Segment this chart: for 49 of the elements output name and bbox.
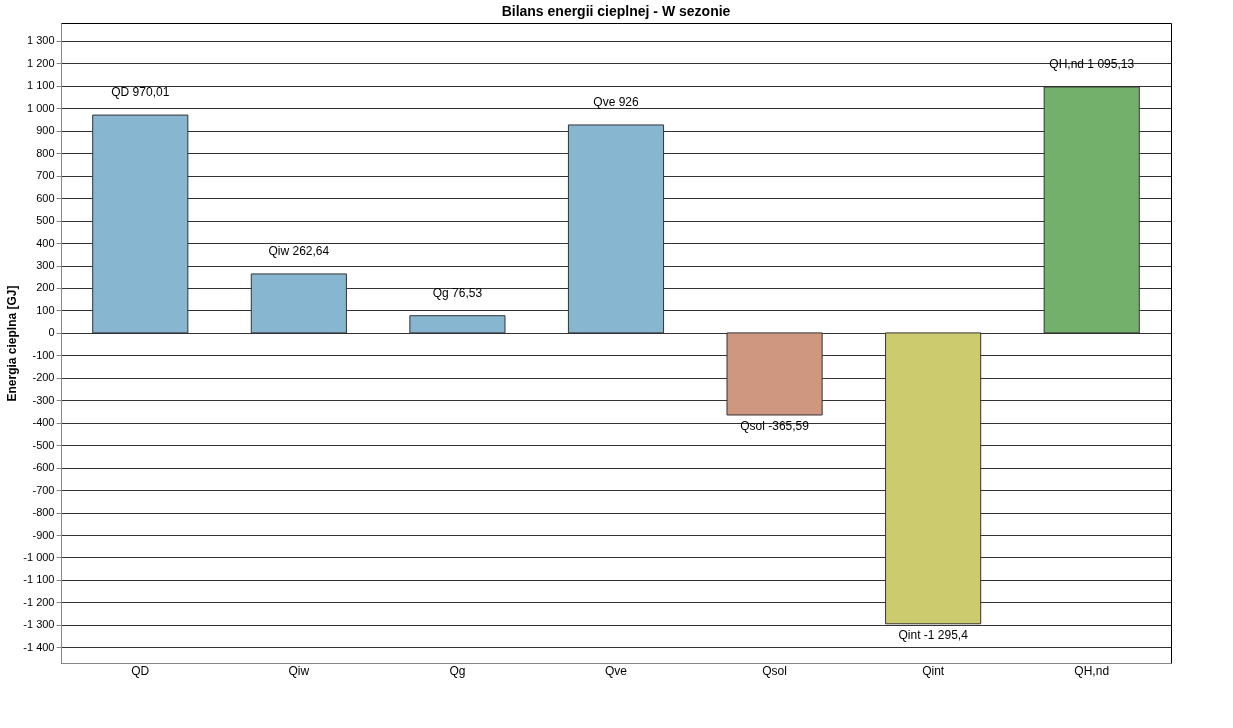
y-tick-label: -600 [32,461,55,474]
bar [409,315,506,334]
data-label: QD 970,01 [111,85,170,100]
y-tick-label: -300 [32,393,55,406]
y-tick-label: -1 000 [23,550,55,563]
data-label: Qg 76,53 [432,285,483,300]
x-tick-label: QD [131,663,150,678]
y-tick-label: 200 [36,281,55,294]
y-tick-label: -100 [32,348,55,361]
y-tick-label: -1 100 [23,573,55,586]
y-tick-label: 1 000 [26,101,55,114]
y-tick-label: 800 [36,146,55,159]
y-tick-label: 500 [36,214,55,227]
y-tick-label: 1 100 [26,79,55,92]
bar [92,114,189,334]
y-tick-label: 600 [36,191,55,204]
x-tick-label: Qg [449,663,466,678]
bar [726,332,823,416]
y-tick-label: 400 [36,236,55,249]
x-tick-label: QH,nd [1074,663,1110,678]
x-tick-label: Qiw [288,663,310,678]
y-tick-label: -400 [32,416,55,429]
x-tick-label: Qve [604,663,628,678]
y-tick-label: 0 [48,326,55,339]
x-tick-label: Qint [922,663,945,678]
y-tick-label: -200 [32,371,55,384]
data-label: Qint -1 295,4 [898,627,969,642]
chart-title: Bilans energii cieplnej - W sezonie [501,3,731,19]
bar [1043,86,1140,334]
y-tick-label: -500 [32,438,55,451]
x-tick-label: Qsol [762,663,787,678]
y-tick-label: 1 300 [26,34,55,47]
bar [250,273,347,334]
y-tick-label: -700 [32,483,55,496]
y-tick-label: -1 400 [23,640,55,653]
y-tick-label: -800 [32,506,55,519]
y-tick-label: -900 [32,528,55,541]
data-label: Qiw 262,64 [268,243,330,258]
y-tick-label: 300 [36,259,55,272]
y-tick-label: 1 200 [26,56,55,69]
y-tick-label: -1 200 [23,595,55,608]
y-tick-label: 700 [36,169,55,182]
data-label: Qve 926 [593,94,639,109]
y-tick-label: 100 [36,303,55,316]
bar [567,124,665,334]
y-tick-label: -1 300 [23,618,55,631]
y-tick-label: 900 [36,124,55,137]
y-axis-title: Energia cieplna [GJ] [5,285,20,402]
bar [885,332,982,625]
